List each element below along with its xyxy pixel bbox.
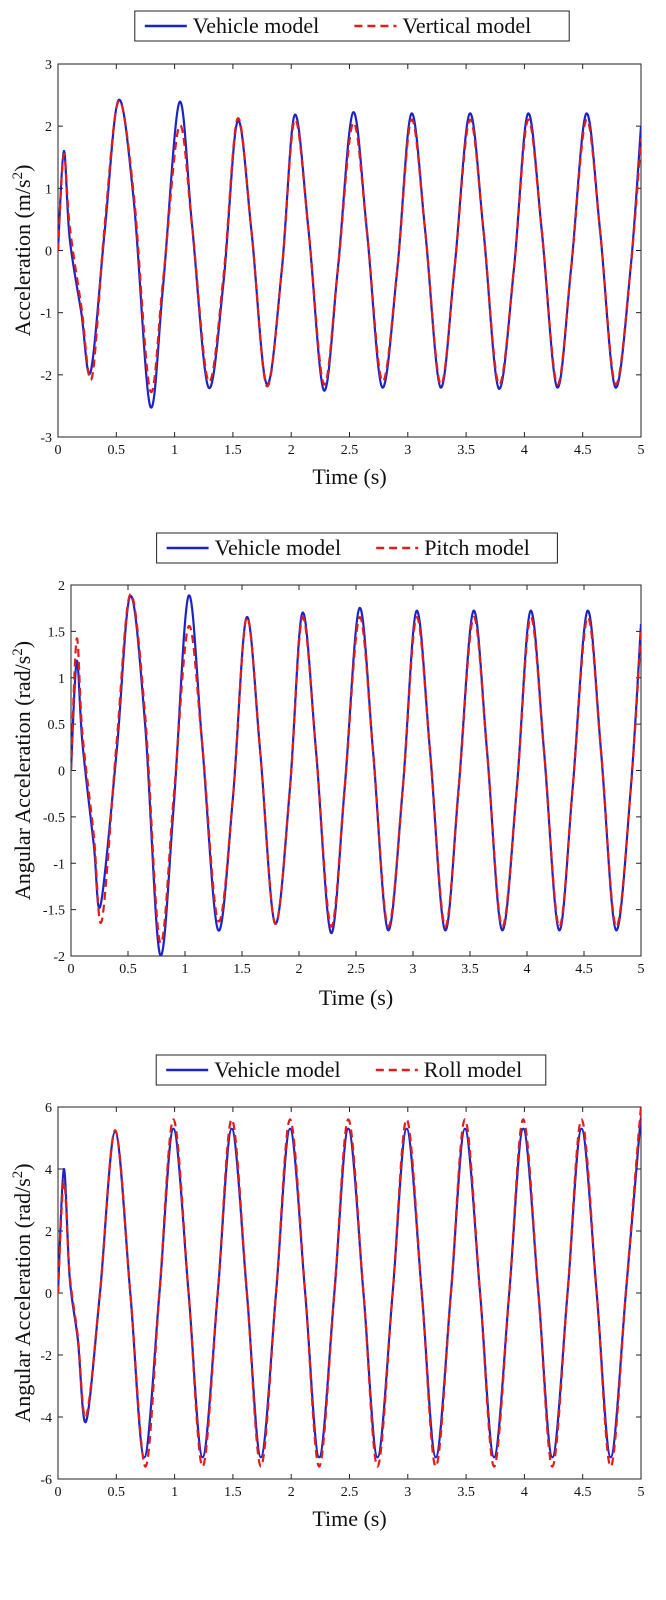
x-tick-label: 2 xyxy=(288,1485,295,1500)
x-axis-title: Time (s) xyxy=(312,1506,386,1531)
y-tick-label: -2 xyxy=(53,950,65,965)
series-line-comparison-model xyxy=(71,593,641,945)
y-tick-label: -2 xyxy=(40,369,52,384)
x-tick-label: 2 xyxy=(296,962,303,977)
x-tick-label: 5 xyxy=(638,443,645,458)
x-tick-label: 3.5 xyxy=(457,1485,475,1500)
x-tick-label: 0 xyxy=(68,962,75,977)
x-tick-label: 4.5 xyxy=(574,1485,592,1500)
legend-label: Vehicle model xyxy=(193,13,319,38)
y-tick-label: 0 xyxy=(45,245,52,260)
x-tick-label: 4.5 xyxy=(574,443,592,458)
y-tick-label: 1.5 xyxy=(48,625,66,640)
y-tick-label: 0 xyxy=(58,765,65,780)
x-tick-label: 0 xyxy=(55,1485,62,1500)
y-tick-label: 0.5 xyxy=(48,718,66,733)
x-tick-label: 1 xyxy=(171,443,178,458)
x-axis-title: Time (s) xyxy=(319,985,393,1010)
y-tick-label: -2 xyxy=(40,1349,52,1364)
x-tick-label: 0 xyxy=(55,443,62,458)
chart-panel-1: 0 0.5 1 1.5 2 2.5 3 3.5 4 4.5 5 -3 -2 -1 0 1 2 3 Time (s) A… xyxy=(10,10,645,489)
x-tick-label: 3 xyxy=(404,1485,411,1500)
x-tick-label: 0.5 xyxy=(119,962,137,977)
x-tick-label: 0.5 xyxy=(108,1485,126,1500)
y-tick-label: 2 xyxy=(45,120,52,135)
x-tick-label: 3.5 xyxy=(461,962,479,977)
x-tick-label: 1.5 xyxy=(224,443,242,458)
x-tick-label: 3 xyxy=(404,443,411,458)
y-tick-label: -1 xyxy=(53,857,65,872)
x-tick-label: 1 xyxy=(171,1485,178,1500)
legend-label: Roll model xyxy=(424,1057,522,1082)
legend-label: Vertical model xyxy=(402,13,531,38)
series-line-comparison-model xyxy=(58,1107,641,1468)
y-tick-label: 1 xyxy=(45,182,52,197)
x-tick-label: 3 xyxy=(410,962,417,977)
y-tick-label: 3 xyxy=(45,58,52,73)
x-tick-label: 1.5 xyxy=(233,962,251,977)
legend: Vehicle model Roll model xyxy=(155,1054,547,1086)
x-tick-label: 2.5 xyxy=(341,1485,359,1500)
legend-box xyxy=(134,10,570,42)
x-tick-label: 5 xyxy=(638,962,645,977)
x-tick-label: 4 xyxy=(521,1485,528,1500)
series-line-comparison-model xyxy=(58,100,641,394)
legend-label: Vehicle model xyxy=(214,1057,340,1082)
x-tick-label: 0.5 xyxy=(108,443,126,458)
x-tick-label: 4 xyxy=(521,443,528,458)
y-tick-label: -3 xyxy=(40,431,52,446)
y-tick-label: -1.5 xyxy=(43,904,65,919)
y-tick-label: 2 xyxy=(45,1225,52,1240)
x-tick-label: 3.5 xyxy=(457,443,475,458)
x-tick-label: 1 xyxy=(182,962,189,977)
y-axis-title: Acceleration (m/s2) xyxy=(10,165,35,337)
y-tick-label: -4 xyxy=(40,1411,52,1426)
legend: Vehicle model Vertical model xyxy=(134,10,570,42)
plot-area-frame xyxy=(57,63,642,438)
chart-panel-3: 0 0.5 1 1.5 2 2.5 3 3.5 4 4.5 5 -6 -4 -2 0 2 4 6 Time (s) A… xyxy=(10,1054,645,1531)
y-tick-label: -0.5 xyxy=(43,811,65,826)
y-tick-label: 2 xyxy=(58,579,65,594)
legend-label: Vehicle model xyxy=(215,535,341,560)
x-tick-label: 2 xyxy=(288,443,295,458)
y-tick-label: -6 xyxy=(40,1473,52,1488)
x-axis-title: Time (s) xyxy=(312,464,386,489)
y-tick-label: -1 xyxy=(40,307,52,322)
legend-label: Pitch model xyxy=(424,535,530,560)
legend-box xyxy=(156,532,558,564)
x-tick-label: 4.5 xyxy=(575,962,593,977)
chart-panel-2: 0 0.5 1 1.5 2 2.5 3 3.5 4 4.5 5 -2 -1.5 -1 -0.5 0 0.5 1 1.… xyxy=(10,532,645,1010)
y-tick-label: 0 xyxy=(45,1287,52,1302)
legend: Vehicle model Pitch model xyxy=(156,532,558,564)
y-axis-title: Angular Acceleration (rad/s2) xyxy=(10,641,35,900)
y-axis-title: Angular Acceleration (rad/s2) xyxy=(10,1163,35,1422)
y-tick-label: 4 xyxy=(45,1163,52,1178)
plot-area-frame xyxy=(57,1106,642,1480)
y-tick-label: 1 xyxy=(58,672,65,687)
x-tick-label: 2.5 xyxy=(347,962,365,977)
x-tick-label: 4 xyxy=(524,962,531,977)
x-tick-label: 2.5 xyxy=(341,443,359,458)
y-tick-label: 6 xyxy=(45,1101,52,1116)
legend-box xyxy=(155,1054,547,1086)
x-tick-label: 5 xyxy=(638,1485,645,1500)
x-tick-label: 1.5 xyxy=(224,1485,242,1500)
